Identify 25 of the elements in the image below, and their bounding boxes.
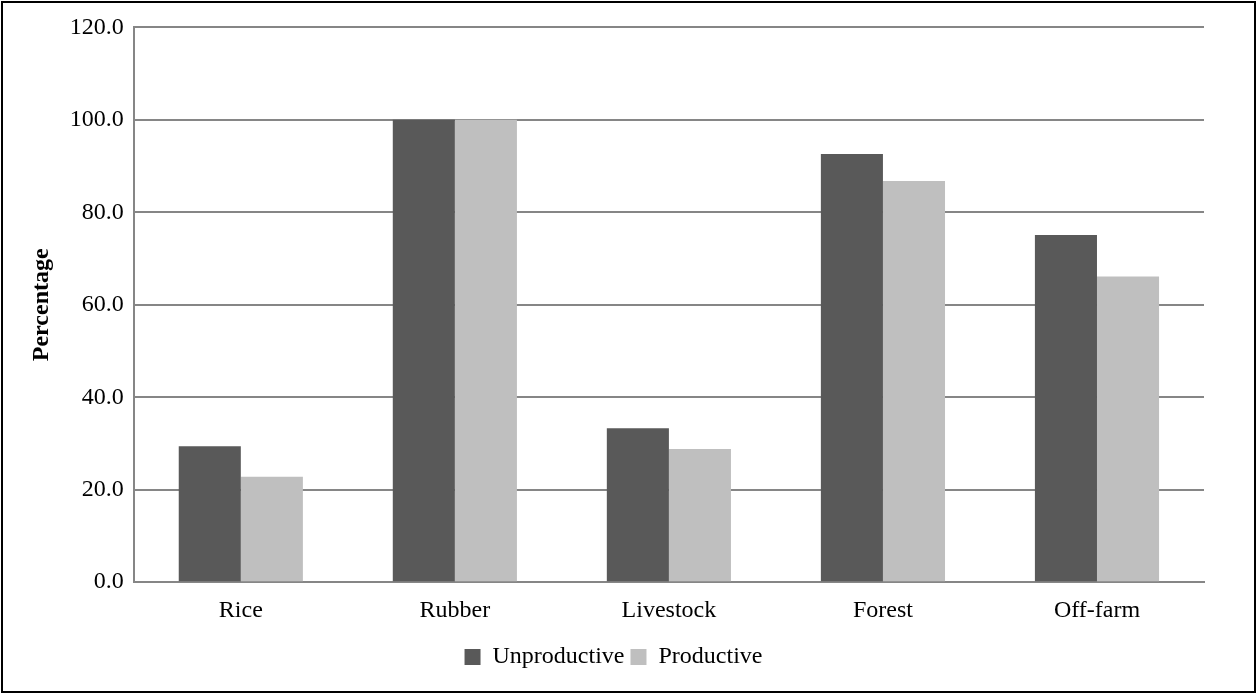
bar bbox=[392, 119, 455, 582]
y-tick-label: 80.0 bbox=[81, 197, 124, 224]
y-tick-label: 100.0 bbox=[69, 105, 124, 132]
y-tick-label: 0.0 bbox=[93, 567, 124, 594]
bar bbox=[454, 119, 517, 582]
bar bbox=[178, 446, 241, 582]
x-tick-label: Livestock bbox=[621, 595, 717, 622]
bar bbox=[882, 180, 946, 582]
x-tick-label: Off-farm bbox=[1053, 595, 1141, 622]
x-tick-label: Rubber bbox=[419, 595, 491, 622]
y-tick-label: 60.0 bbox=[81, 290, 124, 317]
y-tick-label: 20.0 bbox=[81, 475, 124, 502]
bar bbox=[820, 154, 883, 582]
x-tick-label: Rice bbox=[218, 595, 263, 622]
y-tick-label: 120.0 bbox=[69, 12, 124, 39]
bar bbox=[668, 449, 731, 582]
legend-label: Unproductive bbox=[492, 642, 625, 669]
y-tick-label: 40.0 bbox=[81, 382, 124, 409]
bar bbox=[1096, 276, 1160, 582]
legend-label: Productive bbox=[658, 642, 763, 669]
y-axis-title: Percentage bbox=[26, 248, 53, 362]
x-tick-label: Forest bbox=[852, 595, 914, 622]
bar bbox=[240, 476, 303, 582]
bar bbox=[1034, 234, 1097, 582]
bar bbox=[606, 428, 669, 582]
